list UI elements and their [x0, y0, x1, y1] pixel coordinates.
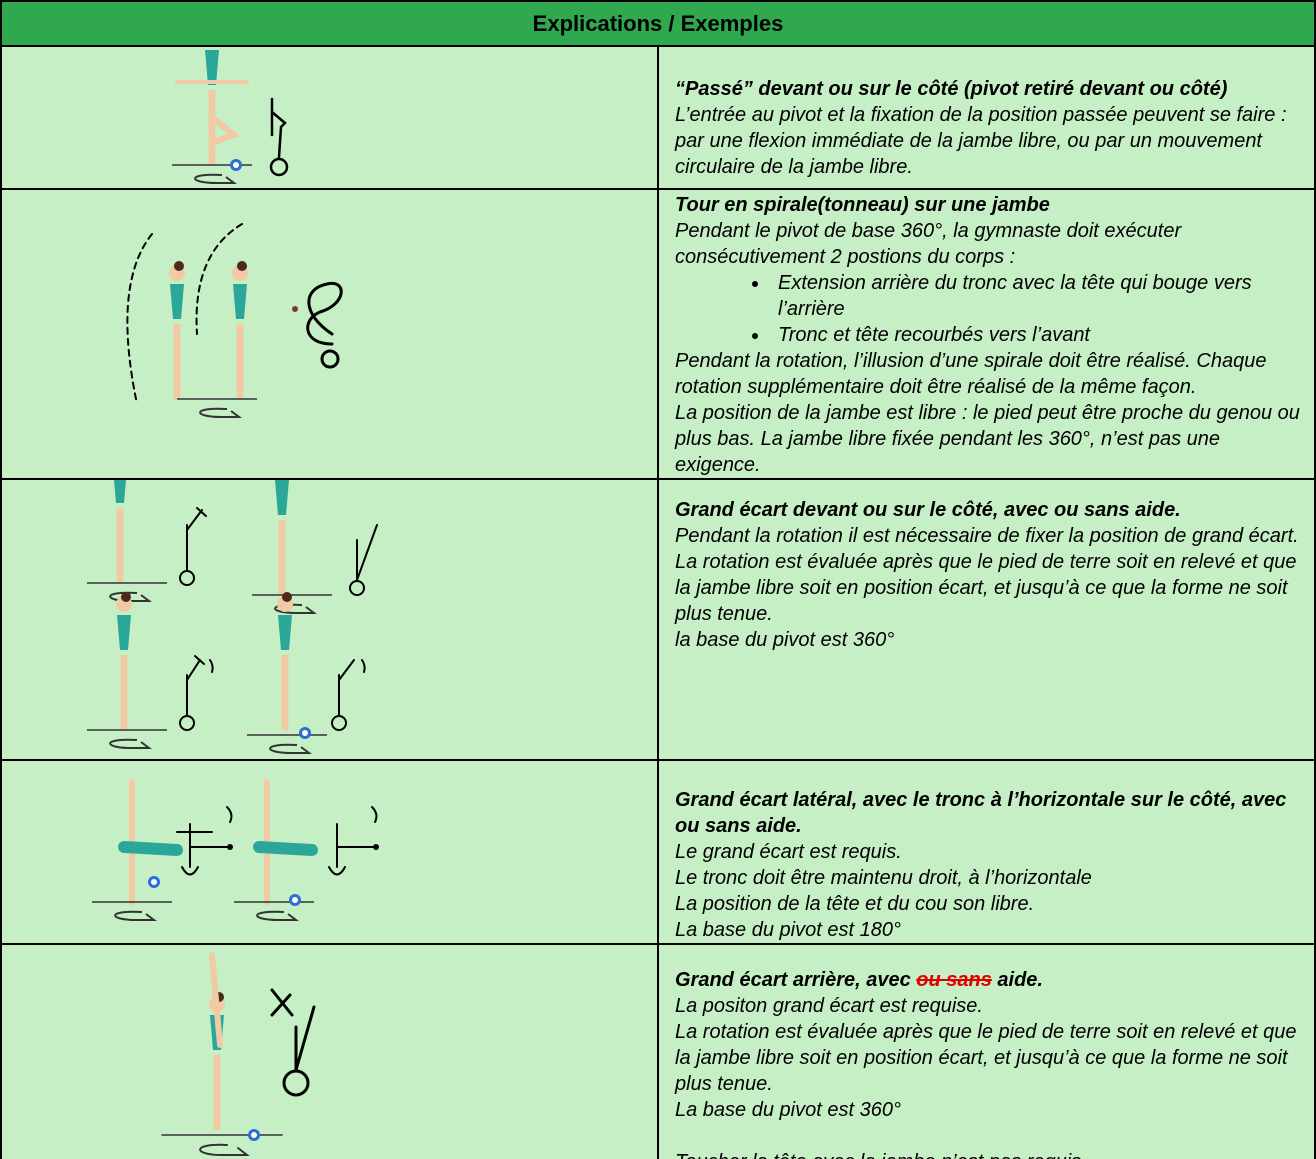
struck-text: ou sans — [916, 969, 992, 991]
illustration — [86, 480, 378, 754]
row-title: Grand écart devant ou sur le côté, avec … — [675, 499, 1181, 521]
title-part: Grand écart arrière, avec — [675, 969, 917, 991]
bullet: Tronc et tête recourbés vers l’avant — [770, 322, 1300, 348]
row-line: Le tronc doit être maintenu droit, à l’h… — [675, 867, 1092, 889]
row-line: Le grand écart est requis. — [675, 841, 902, 863]
row-line: Pendant le pivot de base 360°, la gymnas… — [675, 220, 1182, 268]
row-line: La base du pivot est 360° — [675, 1099, 901, 1121]
row-line: la base du pivot est 360° — [675, 629, 895, 651]
row-title: “Passé” devant ou sur le côté (pivot ret… — [675, 78, 1228, 100]
row-line: La rotation est évaluée après que le pie… — [675, 551, 1297, 625]
header-title: Explications / Exemples — [0, 0, 1316, 47]
row-line: L’entrée au pivot et la fixation de la p… — [675, 104, 1287, 178]
bullet-list: Extension arrière du tronc avec la tête … — [675, 270, 1300, 348]
illustration — [126, 223, 343, 418]
row-note: Toucher la tête avec la jambe n’est pas … — [675, 1149, 1300, 1159]
illustration — [91, 778, 379, 921]
row-line: La base du pivot est 180° — [675, 919, 901, 941]
illustration — [161, 952, 316, 1156]
row-line: La position de la tête et du cou son lib… — [675, 893, 1035, 915]
row-title: Grand écart arrière, avec ou sans aide. — [675, 967, 1300, 993]
bullet: Extension arrière du tronc avec la tête … — [770, 270, 1300, 322]
row-title: Tour en spirale(tonneau) sur une jambe — [675, 194, 1050, 216]
row-title: Grand écart latéral, avec le tronc à l’h… — [675, 789, 1287, 837]
row-line: La rotation est évaluée après que le pie… — [675, 1021, 1297, 1095]
row-line: Pendant la rotation, l’illusion d’une sp… — [675, 350, 1267, 398]
row-line: La position de la jambe est libre : le p… — [675, 402, 1300, 476]
illustration — [171, 47, 289, 184]
title-part: aide. — [991, 969, 1043, 991]
row-line: Pendant la rotation il est nécessaire de… — [675, 525, 1299, 547]
row-line: La positon grand écart est requise. — [675, 995, 983, 1017]
